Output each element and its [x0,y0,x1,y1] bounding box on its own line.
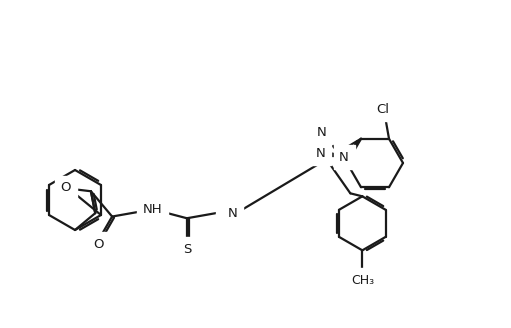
Text: NH: NH [143,203,162,216]
Text: N: N [315,147,325,160]
Text: Cl: Cl [377,103,389,115]
Text: CH₃: CH₃ [351,274,374,287]
Text: N: N [227,207,237,220]
Text: O: O [94,238,104,251]
Text: O: O [60,181,71,194]
Text: N: N [316,126,326,139]
Text: H: H [222,203,231,216]
Text: S: S [183,242,191,256]
Text: N: N [339,151,349,164]
